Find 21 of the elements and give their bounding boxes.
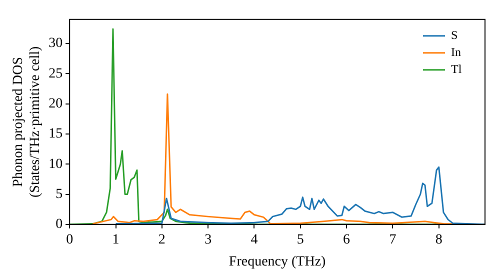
x-tick-label: 7	[389, 232, 396, 248]
x-tick-label: 6	[343, 232, 350, 248]
y-tick-label: 0	[56, 217, 63, 232]
x-tick-label: 5	[296, 232, 304, 248]
x-axis-title: Frequency (THz)	[228, 254, 326, 270]
y-tick-label: 25	[48, 66, 63, 82]
x-tick-label: 0	[66, 232, 74, 248]
legend-label: Tl	[451, 62, 462, 76]
x-tick-label: 1	[112, 232, 120, 248]
legend-label: In	[451, 45, 461, 60]
x-tick-label: 3	[204, 232, 212, 248]
legend-label: S	[451, 28, 458, 42]
x-tick-label: 4	[250, 232, 258, 248]
y-axis-title: Phonon projected DOS (States/THz·primitive cell)	[11, 46, 43, 198]
y-tick-label: 30	[48, 36, 63, 52]
x-tick-label: 2	[158, 232, 166, 248]
y-tick-label: 15	[48, 126, 63, 142]
y-tick-label: 5	[56, 186, 63, 202]
y-tick-label: 10	[48, 156, 63, 172]
y-tick-label: 20	[48, 96, 63, 112]
x-tick-label: 8	[435, 232, 442, 248]
